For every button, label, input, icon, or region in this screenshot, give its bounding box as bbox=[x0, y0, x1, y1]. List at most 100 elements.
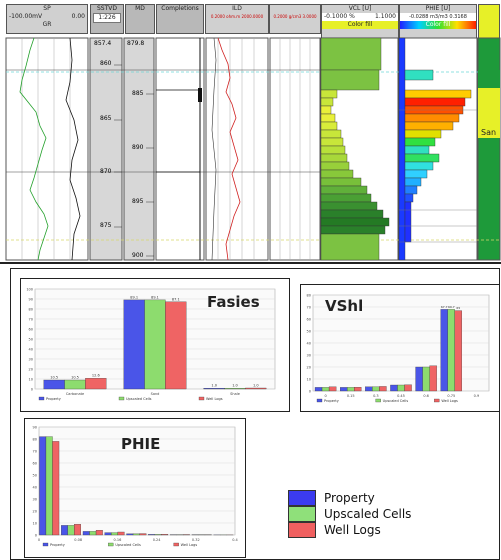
legend-welllogs-label: Well Logs bbox=[324, 523, 381, 537]
x-tick-label: 0.9 bbox=[474, 394, 480, 398]
ild-header[interactable]: ILD 0.2000 ohm.m 2000.0000 bbox=[205, 4, 269, 34]
bar-property bbox=[123, 299, 145, 390]
sp-header[interactable]: SP -100.00mV 0.00 GR bbox=[6, 4, 88, 34]
vcl-min: -0.1000 % bbox=[324, 13, 355, 20]
y-tick-label: 70 bbox=[307, 306, 311, 310]
bar-well-logs bbox=[354, 387, 362, 392]
y-tick-label: 30 bbox=[307, 354, 311, 358]
bar-upscaled-cells bbox=[422, 366, 430, 392]
x-tick-label: 0.6 bbox=[423, 394, 429, 398]
completions-header[interactable]: Completions bbox=[156, 4, 204, 34]
mini-legend-swatch bbox=[198, 396, 205, 401]
y-tick-label: 60 bbox=[307, 318, 311, 322]
bar-top-label: 65 bbox=[456, 306, 460, 310]
x-tick-label: 0.3 bbox=[373, 394, 379, 398]
bar-property bbox=[148, 534, 156, 536]
y-tick-label: 80 bbox=[307, 294, 311, 298]
y-tick-label: 50 bbox=[33, 474, 37, 478]
bar-well-logs bbox=[117, 531, 125, 536]
md-top-label: 879.8 bbox=[127, 40, 145, 47]
chart-legend: Property Upscaled Cells Well Logs bbox=[288, 490, 448, 542]
x-tick-label: Carbonate bbox=[66, 392, 84, 396]
bar-property bbox=[390, 384, 398, 392]
bar-property bbox=[126, 533, 134, 536]
y-tick-label: 90 bbox=[33, 426, 37, 430]
y-tick-label: 60 bbox=[33, 462, 37, 466]
bar-top-label: 69.7 bbox=[448, 305, 455, 309]
bar-property bbox=[43, 379, 65, 390]
bar-property bbox=[340, 387, 348, 392]
bar-property bbox=[82, 531, 90, 536]
gr-name: GR bbox=[42, 21, 52, 28]
md-tick-900: 900 bbox=[132, 252, 144, 259]
y-tick-label: 50 bbox=[29, 338, 33, 342]
log-tracks bbox=[5, 37, 501, 261]
bar-well-logs bbox=[245, 387, 267, 390]
mini-legend-label: Property bbox=[46, 397, 61, 401]
legend-welllogs: Well Logs bbox=[288, 522, 381, 538]
bar-property bbox=[203, 388, 225, 390]
gr-curve bbox=[19, 37, 49, 261]
mini-legend-label: Property bbox=[324, 399, 339, 403]
bar-data-label: 12.6 bbox=[92, 374, 100, 378]
bar-upscaled-cells bbox=[372, 386, 380, 392]
sstvd-top-label: 857.4 bbox=[94, 40, 112, 47]
bar-upscaled-cells bbox=[64, 379, 86, 390]
mini-legend-swatch bbox=[108, 542, 114, 547]
bar-well-logs bbox=[454, 310, 462, 392]
bar-well-logs bbox=[429, 365, 437, 392]
x-tick-label: 0 bbox=[38, 538, 40, 542]
bar-upscaled-cells bbox=[397, 384, 405, 392]
mini-legend-swatch bbox=[42, 542, 49, 547]
md-header[interactable]: MD bbox=[125, 4, 155, 34]
density-range: 0.2000 g/cm3 3.0000 bbox=[273, 14, 317, 19]
x-tick-label: 0.75 bbox=[447, 394, 455, 398]
bar-property bbox=[314, 387, 323, 392]
bar-well-logs bbox=[328, 386, 337, 392]
bar-property bbox=[39, 436, 47, 536]
bar-property bbox=[365, 386, 373, 392]
bar-property bbox=[415, 366, 423, 392]
sp-min: -100.00mV bbox=[9, 13, 43, 20]
phie-colorfill: Color fill bbox=[400, 21, 476, 29]
bar-well-logs bbox=[404, 384, 412, 392]
x-tick-label: 0.15 bbox=[347, 394, 355, 398]
bar-well-logs bbox=[379, 386, 387, 392]
bar-property bbox=[104, 532, 112, 536]
x-tick-label: 0.08 bbox=[74, 538, 82, 542]
x-tick-label: 0.45 bbox=[397, 394, 405, 398]
phie-header[interactable]: PHIE [U] -0.0288 m3/m3 0.3168 Color fill bbox=[399, 4, 477, 40]
bar-data-label: 10.5 bbox=[71, 376, 79, 380]
y-tick-label: 40 bbox=[33, 486, 37, 490]
bar-well-logs bbox=[85, 378, 107, 390]
phie-range: -0.0288 m3/m3 0.3168 bbox=[400, 13, 476, 21]
md-name: MD bbox=[135, 5, 145, 12]
mini-legend-swatch bbox=[434, 398, 440, 403]
x-tick-label: Sand bbox=[151, 392, 160, 396]
phie-chart-panel: 0 10 20 30 40 50 60 70 80 90 0 0.08 0.16 0.24 0.32 0.4 P… bbox=[24, 418, 246, 558]
sstvd-header[interactable]: SSTVD 1:226 bbox=[90, 4, 124, 34]
sstvd-tick-875: 875 bbox=[100, 222, 112, 229]
ild-name: ILD bbox=[232, 5, 242, 12]
md-tick-885: 885 bbox=[132, 90, 144, 97]
density-header[interactable]: 0.2000 g/cm3 3.0000 bbox=[269, 4, 321, 34]
bar-upscaled-cells bbox=[321, 387, 330, 392]
bar-well-logs bbox=[161, 534, 169, 536]
y-tick-label: 10 bbox=[33, 522, 37, 526]
vcl-header[interactable]: VCL [U] -0.1000 % 1.1000 Color fill bbox=[321, 4, 399, 40]
mini-legend-label: Upscaled Cells bbox=[115, 543, 141, 547]
bar-upscaled-cells bbox=[45, 436, 53, 536]
x-tick-label: 0.16 bbox=[114, 538, 122, 542]
completions-name: Completions bbox=[161, 5, 199, 12]
mini-legend-label: Well Logs bbox=[206, 397, 223, 401]
bar-well-logs bbox=[165, 301, 187, 390]
x-tick-label: Shale bbox=[230, 392, 240, 396]
fasies-chart: 0 10 20 30 40 50 60 70 80 90 100 10.5 10.5 12.6 89.1 89… bbox=[26, 288, 276, 401]
mini-legend-swatch bbox=[118, 396, 125, 401]
legend-property: Property bbox=[288, 490, 375, 506]
phie-name: PHIE [U] bbox=[425, 5, 451, 12]
bar-upscaled-cells bbox=[67, 525, 75, 536]
y-tick-label: 60 bbox=[29, 328, 33, 332]
y-tick-label: 70 bbox=[33, 450, 37, 454]
y-tick-label: 30 bbox=[29, 358, 33, 362]
